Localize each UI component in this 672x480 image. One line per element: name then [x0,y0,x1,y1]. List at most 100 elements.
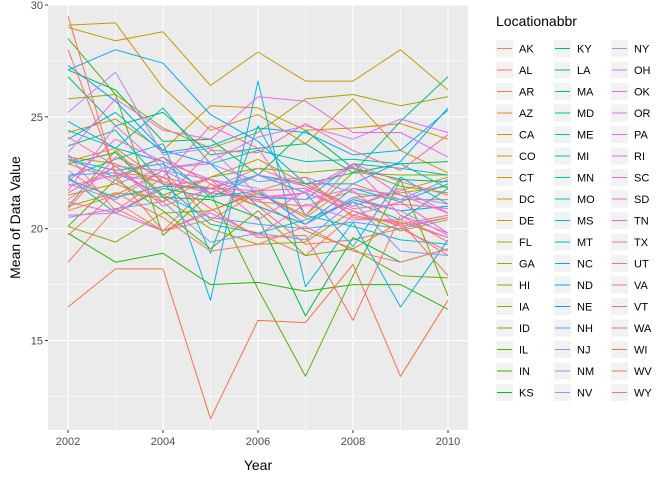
legend-label-nv: NV [577,388,593,400]
legend-label-ma: MA [577,87,594,99]
legend-label-mn: MN [577,173,594,185]
x-tick-label: 2004 [151,436,175,448]
series-line-ny [67,71,449,205]
series-line-nh [67,172,449,230]
series-line-me [67,107,449,189]
series-line-il [67,38,449,377]
legend-label-wv: WV [634,366,652,378]
x-axis-ticks: 2002 2004 2006 2008 2010 [56,430,460,448]
legend-label-wy: WY [634,388,652,400]
series-line-nm [67,154,449,201]
legend-label-wi: WI [634,345,647,357]
legend-label-sd: SD [634,194,649,206]
series-lines [67,16,449,420]
legend-label-sc: SC [634,173,649,185]
series-line-nd [67,49,449,185]
legend-label-ca: CA [519,130,535,142]
legend-label-co: CO [519,151,536,163]
x-tick-label: 2008 [341,436,365,448]
legend-label-oh: OH [634,65,651,77]
legend-label-ut: UT [634,259,649,271]
series-line-oh [67,165,449,214]
series-line-wv [67,264,449,420]
x-tick-label: 2006 [246,436,270,448]
y-tick-label: 15 [31,336,43,348]
legend-label-ny: NY [634,44,650,56]
x-tick-label: 2002 [56,436,80,448]
series-line-or [67,203,449,239]
legend-label-vt: VT [634,302,648,314]
series-line-wi [67,16,449,277]
series-line-ri [67,138,449,221]
series-line-nj [67,201,449,256]
series-line-nc [67,109,449,156]
legend-label-va: VA [634,280,649,292]
series-line-sd [67,179,449,227]
legend-label-ar: AR [519,87,534,99]
legend-label-mi: MI [577,151,589,163]
legend-label-la: LA [577,65,591,77]
x-axis-label: Year [244,457,273,473]
series-line-sc [67,165,449,234]
legend-label-al: AL [519,65,532,77]
legend-label-ia: IA [519,302,530,314]
legend-label-ga: GA [519,259,536,271]
series-line-va [67,154,449,212]
legend-label-pa: PA [634,130,649,142]
series-line-wa [67,49,449,321]
series-line-tx [67,125,449,216]
legend-label-in: IN [519,366,530,378]
series-line-hi [67,172,448,243]
series-line-ct [67,22,449,174]
legend-label-mt: MT [577,237,593,249]
legend-label-tn: TN [634,216,649,228]
legend-items: AK AL AR AZ CA CO CT DC DE FL GA HI IA ID IL IN KS KY LA MA… [496,40,652,401]
series-line-pa [67,96,449,158]
legend-label-md: MD [577,108,594,120]
legend-label-ne: NE [577,302,592,314]
series-line-wy [67,192,449,263]
y-axis-ticks: 15 20 25 30 [31,0,48,348]
series-line-dc [67,26,449,91]
series-line-mt [67,80,449,308]
legend-title: Locationabbr [496,13,577,29]
legend-label-fl: FL [519,237,532,249]
series-line-ok [67,118,449,191]
legend-label-ky: KY [577,44,592,56]
x-tick-label: 2010 [436,436,460,448]
legend-label-ok: OK [634,87,651,99]
y-axis-label: Mean of Data Value [7,156,23,279]
legend-label-ri: RI [634,151,645,163]
y-tick-label: 25 [31,112,43,124]
legend-label-nh: NH [577,323,593,335]
legend-label-nj: NJ [577,345,590,357]
series-line-co [67,105,449,151]
legend-label-me: ME [577,130,594,142]
series-line-ga [67,94,449,149]
legend-label-tx: TX [634,237,649,249]
series-line-ne [67,65,449,225]
legend-label-ak: AK [519,44,534,56]
y-tick-label: 20 [31,224,43,236]
legend-label-ct: CT [519,173,534,185]
legend-label-ms: MS [577,216,594,228]
series-line-ut [67,123,449,203]
y-tick-label: 30 [31,0,43,12]
legend-label-or: OR [634,108,651,120]
legend-label-de: DE [519,216,534,228]
legend-label-dc: DC [519,194,535,206]
series-line-in [67,232,449,310]
legend-label-il: IL [519,345,528,357]
legend-label-nm: NM [577,366,594,378]
legend-label-az: AZ [519,108,533,120]
legend-label-nc: NC [577,259,593,271]
legend-label-id: ID [519,323,530,335]
series-line-mo [67,125,449,254]
legend-label-nd: ND [577,280,593,292]
legend: Locationabbr AK AL AR AZ CA CO CT DC DE FL GA HI IA I… [496,13,652,401]
legend-label-mo: MO [577,194,595,206]
series-line-vt [67,156,449,256]
legend-label-ks: KS [519,388,534,400]
